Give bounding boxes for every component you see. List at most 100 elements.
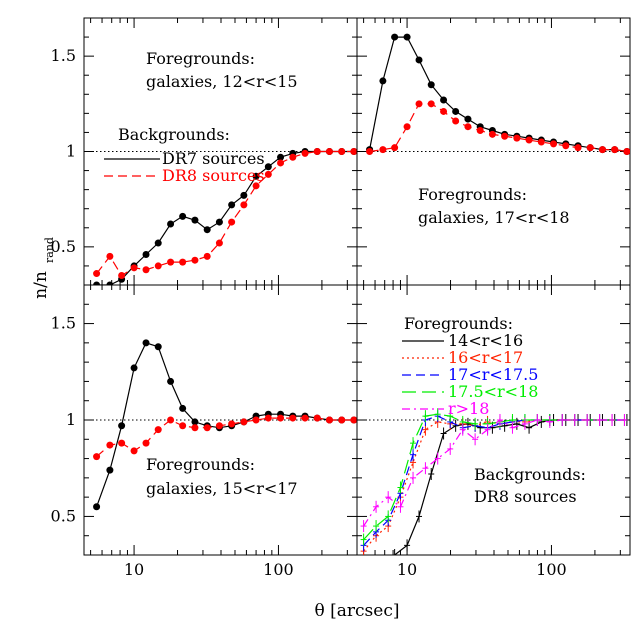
data-point [228, 201, 236, 209]
x-tick-label: 10 [124, 560, 144, 579]
data-point [350, 148, 357, 155]
data-point [415, 56, 423, 64]
data-point [525, 136, 533, 144]
data-point [228, 218, 236, 226]
data-point [252, 416, 260, 424]
data-point [215, 422, 223, 430]
panel-top-right: Foregrounds: galaxies, 17<r<18 [356, 17, 631, 286]
data-point [574, 144, 582, 152]
data-point [93, 270, 101, 278]
data-point [289, 414, 297, 422]
annotation: Foregrounds: [146, 455, 255, 474]
data-point [264, 163, 272, 171]
data-point [93, 453, 101, 461]
data-point [313, 148, 321, 155]
data-point [488, 130, 496, 138]
data-point [179, 422, 187, 430]
data-point [277, 153, 285, 161]
y-tick-label: 1.5 [51, 314, 76, 333]
data-point [93, 281, 101, 285]
data-point [277, 159, 285, 167]
y-tick-label: 0.5 [51, 237, 76, 256]
y-axis-label-subscript: rand [43, 237, 56, 263]
data-point [167, 416, 175, 424]
data-point [167, 377, 175, 385]
data-point [391, 33, 399, 41]
data-point [501, 132, 509, 140]
data-point [142, 339, 150, 347]
series-line [96, 417, 354, 458]
data-point [179, 212, 187, 220]
data-point [130, 364, 138, 372]
data-point [277, 414, 285, 422]
data-point [167, 258, 175, 266]
data-point [252, 172, 260, 180]
annotation: galaxies, 17<r<18 [418, 208, 570, 227]
x-tick-label: 100 [536, 560, 567, 579]
series-line [363, 415, 625, 546]
data-point [179, 258, 187, 266]
legend-label: 17<r<17.5 [448, 365, 538, 384]
data-point [379, 77, 387, 85]
x-axis-label: θ [arcsec] [315, 601, 400, 621]
annotation: galaxies, 12<r<15 [146, 72, 298, 91]
data-point [403, 33, 411, 41]
series-DR8 sources [93, 148, 357, 279]
panel-bottom-right: 10 100 Backgrounds: DR8 sources Foregrounds:… [356, 284, 631, 579]
data-point [154, 426, 162, 434]
data-point [203, 424, 211, 432]
data-point [93, 503, 101, 511]
data-point [427, 81, 435, 89]
series-line [96, 342, 354, 508]
legend-title: Foregrounds: [404, 314, 513, 333]
annotation: Foregrounds: [418, 185, 527, 204]
series-line [96, 150, 354, 277]
data-point [228, 420, 236, 428]
legend-label: 14<r<16 [448, 331, 523, 350]
data-point [191, 256, 199, 264]
data-point [415, 100, 423, 108]
data-point [289, 153, 297, 161]
panel-bottom-left: 0.5 1 1.5 10 100 Foregrounds: galaxies, 15<r<1… [51, 284, 358, 579]
x-tick-label: 10 [397, 560, 417, 579]
data-point [191, 216, 199, 224]
data-point [513, 134, 521, 142]
series-DR8 sources [93, 414, 357, 461]
data-point [130, 447, 138, 455]
series-line [96, 150, 354, 285]
legend-label: DR7 sources [162, 149, 265, 168]
data-point [240, 191, 248, 199]
data-point [452, 107, 460, 115]
y-tick-label: 1 [66, 410, 76, 429]
data-point [379, 146, 387, 154]
data-point [118, 271, 126, 279]
annotation: DR8 sources [474, 487, 577, 506]
data-point [623, 148, 630, 155]
series-DR7 sources [366, 33, 630, 155]
data-point [118, 439, 126, 447]
data-point [130, 264, 138, 272]
series-line [369, 103, 627, 153]
series-r>18 [360, 414, 628, 533]
annotation: Foregrounds: [146, 49, 255, 68]
data-point [440, 107, 448, 115]
annotation: Backgrounds: [118, 125, 230, 144]
data-point [440, 96, 448, 104]
data-point [586, 144, 594, 152]
data-point [154, 239, 162, 247]
data-point [106, 252, 114, 260]
data-point [154, 343, 162, 351]
data-point [301, 414, 309, 422]
data-point [427, 100, 435, 108]
annotation: Backgrounds: [474, 465, 586, 484]
data-point [313, 414, 321, 422]
data-point [611, 146, 619, 154]
data-point [264, 414, 272, 422]
data-point [338, 416, 346, 424]
data-point [179, 404, 187, 412]
data-point [191, 418, 199, 426]
data-point [252, 182, 260, 190]
data-point [264, 170, 272, 178]
data-point [598, 146, 606, 154]
